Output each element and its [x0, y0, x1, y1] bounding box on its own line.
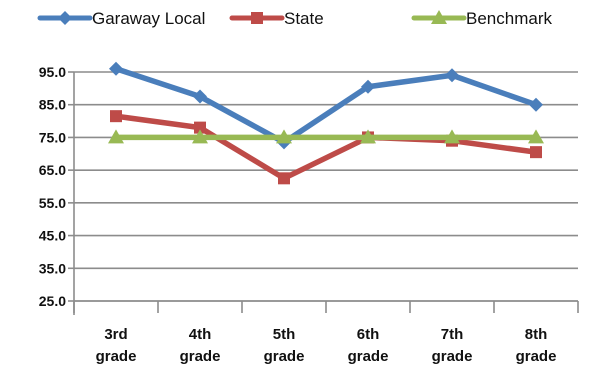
series-1-point-2 [278, 172, 290, 185]
axes [68, 71, 579, 315]
series-2 [108, 129, 544, 144]
series-2-point-3 [360, 129, 376, 144]
x-tick-label-line1-4: 7th [441, 326, 464, 343]
x-tick-labels: 3rd grade 4th grade 5th grade 6th grade 7th grade… [96, 326, 557, 365]
legend-item-0: Garaway Local [37, 9, 205, 28]
x-tick-label-line2-2: grade [264, 348, 305, 365]
y-tick-label-3: 65.0 [39, 162, 66, 178]
x-tick-label-1: 4th grade [180, 326, 221, 365]
x-tick-label-4: 7th grade [432, 326, 473, 365]
series-1-point-1 [194, 121, 206, 134]
series-2-point-2 [276, 129, 292, 144]
series-0-point-4 [445, 68, 459, 83]
x-tick-label-line2-3: grade [348, 348, 389, 365]
x-tick-label-0: 3rd grade [96, 326, 137, 365]
x-tick-label-line1-0: 3rd [104, 326, 127, 343]
x-tick-label-line2-1: grade [180, 348, 221, 365]
y-tick-label-4: 55.0 [39, 195, 66, 211]
series-1-point-5 [530, 146, 542, 159]
x-tick-label-5: 8th grade [516, 326, 557, 365]
series-1-point-0 [110, 110, 122, 123]
legend-marker-0 [58, 11, 72, 25]
x-tick-label-line1-5: 8th [525, 326, 548, 343]
x-tick-label-line1-3: 6th [357, 326, 380, 343]
legend-item-2: Benchmark [411, 9, 552, 28]
series-0-point-5 [529, 97, 543, 112]
series-line-0 [113, 65, 539, 146]
x-tick-label-line2-5: grade [516, 348, 557, 365]
x-tick-label-line1-1: 4th [189, 326, 212, 343]
legend-marker-2 [431, 10, 447, 24]
y-tick-label-0: 95.0 [39, 64, 66, 80]
legend-item-1: State [229, 9, 324, 28]
grid-lines [74, 71, 578, 302]
series-0-point-3 [361, 79, 375, 94]
series-2-point-0 [108, 129, 124, 144]
y-tick-label-7: 25.0 [39, 293, 66, 309]
y-tick-label-5: 45.0 [39, 228, 66, 244]
y-tick-label-6: 35.0 [39, 260, 66, 276]
legend-label-0: Garaway Local [92, 9, 205, 28]
series-0-point-1 [193, 89, 207, 104]
y-tick-label-2: 75.0 [39, 129, 66, 145]
x-tick-label-2: 5th grade [264, 326, 305, 365]
series-1 [110, 110, 542, 185]
x-tick-label-line2-0: grade [96, 348, 137, 365]
x-tick-label-line1-2: 5th [273, 326, 296, 343]
legend: Garaway Local State Benchmark [37, 9, 552, 28]
legend-label-1: State [284, 9, 324, 28]
series-2-point-5 [528, 129, 544, 144]
series-line-1 [113, 113, 539, 182]
series-2-point-4 [444, 129, 460, 144]
x-tick-label-line2-4: grade [432, 348, 473, 365]
series-0-point-0 [109, 61, 123, 76]
legend-label-2: Benchmark [466, 9, 552, 28]
legend-marker-1 [251, 12, 263, 24]
y-tick-labels: 95.0 85.0 75.0 65.0 55.0 45.0 35.0 25.0 [39, 64, 66, 309]
y-tick-label-1: 85.0 [39, 97, 66, 113]
series-2-point-1 [192, 129, 208, 144]
x-tick-label-3: 6th grade [348, 326, 389, 365]
